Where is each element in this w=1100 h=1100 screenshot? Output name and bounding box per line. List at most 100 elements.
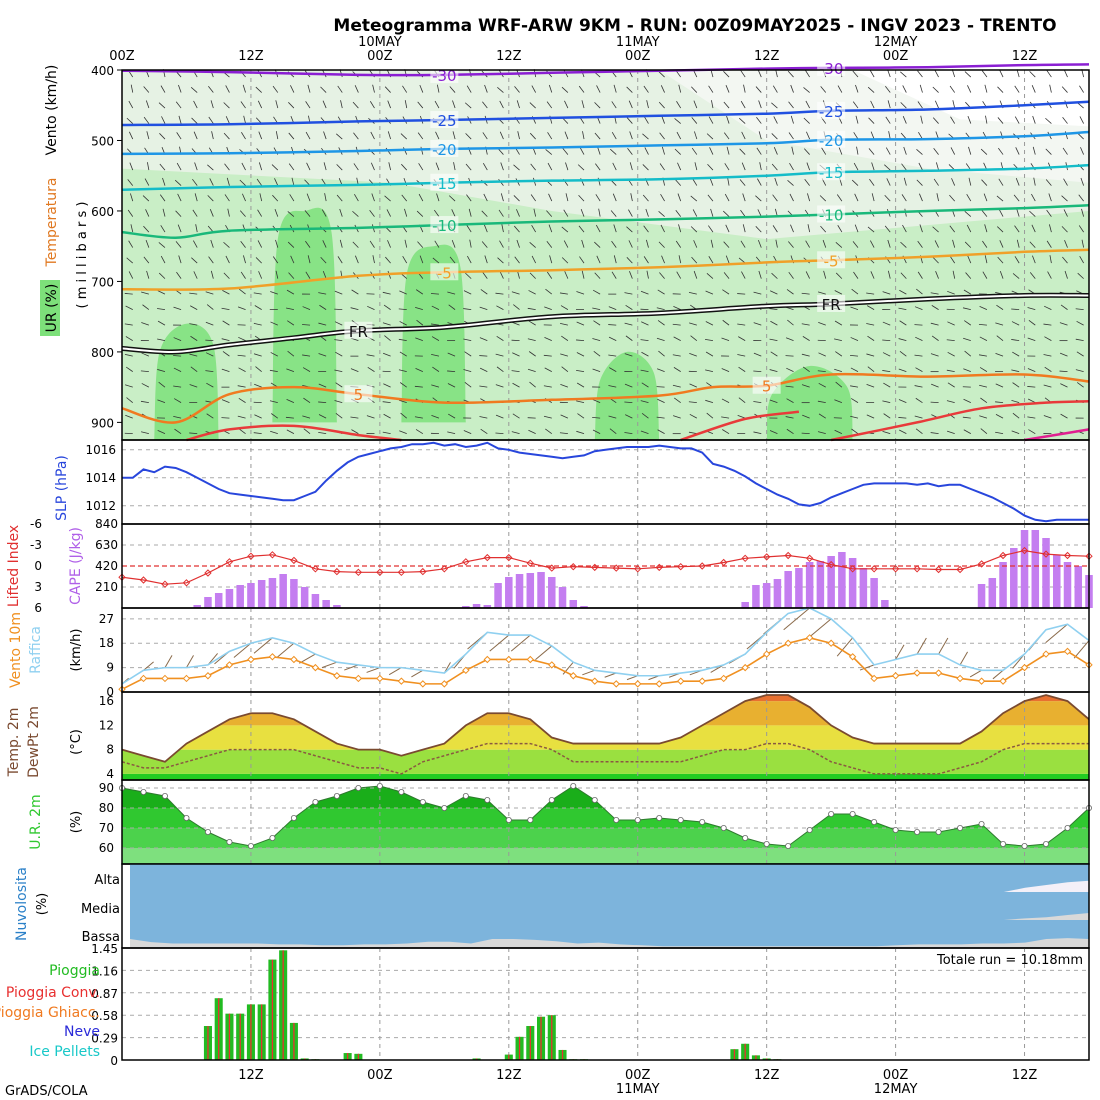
wind-barb (625, 304, 633, 310)
wind-barb (431, 384, 440, 388)
rh-point (1043, 841, 1050, 848)
wind-barb (336, 164, 343, 171)
wind-barb (710, 208, 714, 217)
wind-barb (819, 195, 827, 202)
wind-point (634, 680, 642, 688)
wind-barb (722, 429, 730, 434)
wind-barb (145, 239, 150, 248)
wind-barb (659, 132, 665, 140)
wind-barb (1015, 147, 1020, 155)
wind-barb (453, 162, 456, 171)
wind-barb (576, 291, 585, 295)
wind-barb (402, 85, 408, 93)
wind-barb (997, 117, 1004, 124)
wind-barb (547, 132, 553, 140)
lifted-index-point (741, 554, 749, 563)
wind-barb (691, 147, 698, 155)
wind-barb (608, 306, 617, 310)
lifted-index-point (677, 562, 685, 571)
wind-barb (465, 272, 472, 279)
wind-barb (981, 210, 988, 217)
wind-barb (578, 225, 585, 233)
wind-barb (849, 354, 859, 357)
wind-barb (979, 415, 988, 419)
wind-barb (930, 322, 939, 326)
wind-barb (287, 320, 295, 326)
wind-barb (884, 164, 891, 171)
wind-barb (914, 415, 923, 419)
wind-barb (543, 415, 552, 419)
wind-barb (964, 211, 972, 217)
isotherm-label: -30 (819, 60, 844, 78)
wind-barb (194, 193, 198, 202)
cape-bar (290, 579, 298, 608)
lifted-index-point (891, 565, 900, 573)
cape-bar (752, 585, 760, 608)
wind-barb (902, 85, 907, 93)
wind-barb (595, 224, 601, 233)
wind-barb (418, 163, 424, 171)
wind-barb (999, 240, 1004, 248)
wind-arrow (1045, 623, 1068, 643)
wind-barb (305, 271, 311, 279)
wind-barb (963, 337, 971, 342)
wind-barb (463, 430, 472, 435)
wind-barb (581, 270, 585, 279)
wind-barb (646, 270, 649, 279)
lifted-index-point (848, 565, 857, 573)
wind-barb (270, 321, 278, 326)
wind-barb (676, 101, 682, 109)
axis-label-wind-unit: (km/h) (69, 629, 84, 672)
wind-barb (302, 367, 311, 372)
wind-barb (318, 383, 327, 388)
wind-barb (431, 414, 440, 419)
wind-barb (533, 208, 537, 217)
wind-barb (158, 272, 166, 279)
wind-barb (979, 384, 988, 388)
wind-barb (497, 257, 504, 264)
wind-barb (576, 369, 585, 373)
wind-barb (871, 162, 875, 171)
wind-barb (173, 385, 182, 388)
wind-barb (383, 383, 391, 388)
wind-barb (238, 398, 246, 403)
wind-barb (398, 308, 407, 311)
wind-barb (801, 353, 810, 357)
wind-barb (288, 272, 295, 279)
wind-barb (690, 226, 698, 233)
wind-barb (996, 304, 1004, 310)
wind-barb (771, 133, 778, 140)
wind-barb (1012, 382, 1020, 388)
wind-barb (791, 146, 794, 155)
wind-barb (1063, 209, 1068, 217)
cape-bar (333, 605, 341, 608)
rh-point (441, 805, 448, 812)
wind-barb (835, 381, 843, 388)
wind-barb (887, 69, 891, 78)
wind-barb (675, 240, 682, 248)
wind-barb (1011, 308, 1020, 311)
wind-barb (868, 117, 875, 124)
wind-barb (1031, 224, 1036, 233)
wind-barb (626, 117, 633, 124)
wind-barb (400, 133, 408, 140)
wind-barb (371, 193, 375, 202)
wind-barb (483, 224, 488, 233)
wind-barb (513, 164, 520, 171)
wind-barb (223, 272, 230, 279)
wind-barb (258, 162, 263, 171)
wind-barb (930, 401, 939, 404)
wind-barb (818, 382, 826, 388)
wind-barb (595, 163, 601, 171)
wind-barb (415, 368, 424, 373)
wind-barb (482, 101, 488, 109)
wind-barb (917, 240, 923, 248)
wind-barb (738, 366, 746, 372)
wind-barb (561, 86, 569, 93)
wind-barb (885, 116, 891, 124)
isotherm-label-bg (817, 294, 846, 312)
wind-barb (253, 432, 262, 435)
axis-label-temp-unit: (°C) (69, 729, 84, 755)
wind-barb (594, 132, 601, 140)
